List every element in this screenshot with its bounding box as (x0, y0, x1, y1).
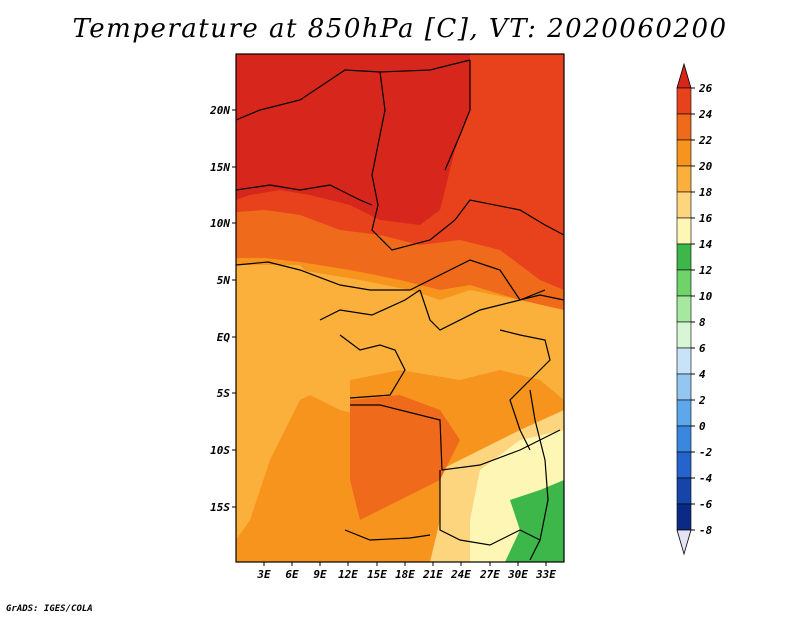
colorbar-label: -4 (699, 472, 713, 485)
colorbar-label: 14 (699, 238, 713, 251)
lon-label: 6E (285, 568, 299, 581)
colorbar-label: 26 (698, 82, 713, 95)
axis-ticks (232, 109, 547, 566)
colorbar-segment (676, 139, 692, 167)
colorbar-label: 8 (699, 316, 706, 329)
lat-label: EQ (217, 331, 231, 344)
lon-label: 27E (479, 568, 500, 581)
colorbar-segment (676, 243, 692, 271)
lat-label: 15S (210, 501, 230, 514)
colorbar-segment (676, 425, 692, 453)
colorbar-segment (676, 87, 692, 115)
lon-label: 21E (422, 568, 443, 581)
colorbar-segment (676, 269, 692, 297)
colorbar-segment (676, 399, 692, 427)
lon-label: 3E (256, 568, 271, 581)
lon-label: 30E (507, 568, 528, 581)
lon-label: 15E (367, 568, 387, 581)
colorbar-label: 0 (699, 420, 706, 433)
colorbar-label: 22 (698, 134, 713, 147)
field-band-22-south (350, 395, 460, 520)
credit-text: GrADS: IGES/COLA (6, 604, 93, 614)
lat-labels: 20N 15N 10N 5N EQ 5S 10S 15S (209, 104, 230, 514)
colorbar-segment (676, 373, 692, 401)
colorbar-bottom-arrow (676, 529, 692, 556)
country-borders (236, 59, 564, 561)
field-band-18b (236, 265, 345, 540)
lon-label: 9E (313, 568, 327, 581)
colorbar-label: 24 (698, 108, 713, 121)
colorbar-label: 12 (699, 264, 713, 277)
colorbar-label: 4 (699, 368, 706, 381)
lat-label: 5S (217, 387, 231, 400)
lon-label: 12E (338, 568, 358, 581)
lon-label: 33E (535, 568, 556, 581)
colorbar-segment (676, 451, 692, 479)
colorbar-segment (676, 477, 692, 505)
colorbar-label: 18 (699, 186, 713, 199)
colorbar-segment (676, 503, 692, 531)
colorbar-label: 6 (699, 342, 706, 355)
lon-label: 18E (395, 568, 415, 581)
lat-label: 20N (209, 104, 230, 117)
colorbar-segment (676, 165, 692, 193)
lat-label: 10S (210, 444, 230, 457)
colorbar-segment (676, 321, 692, 349)
colorbar-segment (676, 191, 692, 219)
lat-label: 10N (210, 217, 230, 230)
colorbar-segment (676, 347, 692, 375)
colorbar-label: 2 (698, 394, 706, 407)
map-title: Temperature at 850hPa [C], VT: 202006020… (72, 14, 728, 44)
field-band-12 (505, 480, 564, 562)
colorbar-top-arrow (676, 62, 692, 89)
colorbar-label: -8 (699, 524, 713, 537)
lat-label: 5N (217, 274, 231, 287)
colorbar-segment (676, 295, 692, 323)
temperature-field (236, 54, 564, 562)
lon-label: 24E (450, 568, 471, 581)
colorbar-segment (676, 113, 692, 141)
colorbar-segment (676, 217, 692, 245)
lon-labels: 3E 6E 9E 12E 15E 18E 21E 24E 27E 30E 33E (256, 568, 556, 581)
colorbar-label: -6 (699, 498, 713, 511)
colorbar-label: 16 (699, 212, 713, 225)
lat-label: 15N (210, 161, 230, 174)
colorbar-label: 20 (698, 160, 713, 173)
colorbar-label: -2 (699, 446, 713, 459)
colorbar-label: 10 (699, 290, 713, 303)
field-band-26 (236, 54, 470, 225)
map-frame (235, 53, 565, 563)
colorbar (676, 62, 692, 556)
